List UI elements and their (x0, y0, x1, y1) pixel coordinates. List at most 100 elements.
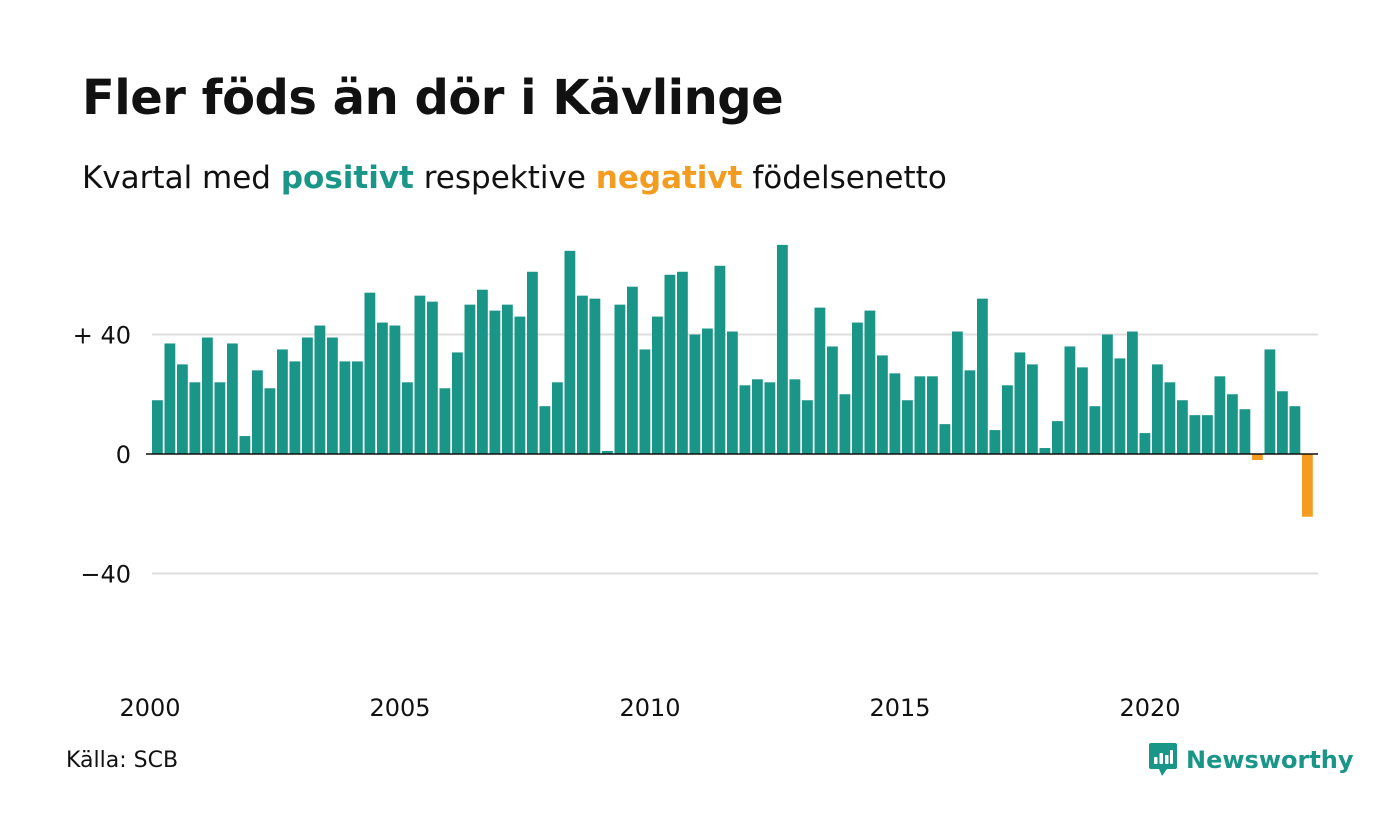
bar-positive (527, 271, 538, 454)
source-note: Källa: SCB (66, 748, 179, 773)
y-tick-label: + 40 (73, 322, 131, 350)
bar-positive (864, 310, 876, 454)
bar-positive (164, 343, 176, 454)
bar-positive (689, 334, 701, 454)
bar-positive (1264, 349, 1276, 454)
bar-positive (427, 301, 438, 454)
chart-subtitle: Kvartal med positivt respektive negativt… (82, 160, 947, 196)
bar-positive (389, 325, 401, 454)
x-tick-label: 2005 (369, 694, 430, 722)
bar-negative (1252, 454, 1263, 460)
bar-positive (1164, 382, 1176, 454)
bar-positive (752, 379, 763, 454)
bar-positive (1102, 334, 1113, 454)
y-tick-label: 0 (116, 441, 131, 469)
brand-logo: Newsworthy (1148, 742, 1354, 778)
bar-positive (964, 370, 976, 454)
bar-positive (352, 361, 363, 454)
bar-positive (614, 304, 626, 455)
newsworthy-logo-icon (1149, 743, 1177, 776)
bar-positive (789, 379, 801, 454)
bar-positive (564, 250, 576, 454)
bar-positive (639, 349, 651, 454)
subtitle-middle: respektive (413, 160, 596, 196)
bar-positive (1277, 391, 1288, 454)
chart-title: Fler föds än dör i Kävlinge (82, 70, 784, 126)
bar-positive (514, 316, 526, 454)
x-tick-label: 2020 (1119, 694, 1180, 722)
bar-positive (177, 364, 188, 455)
bar-positive (1039, 448, 1051, 454)
bar-positive (889, 373, 901, 454)
bar-positive (602, 451, 613, 454)
bars (152, 244, 1313, 517)
bar-positive (727, 331, 738, 454)
subtitle-negative-word: negativt (595, 160, 743, 196)
subtitle-suffix: födelsenetto (742, 160, 947, 196)
bar-positive (627, 286, 638, 454)
bar-positive (227, 343, 238, 454)
bar-positive (914, 376, 926, 454)
bar-positive (327, 337, 338, 454)
bar-positive (877, 355, 888, 454)
bar-positive (214, 382, 226, 454)
bar-positive (1027, 364, 1038, 455)
bar-positive (1177, 400, 1188, 454)
bar-positive (1227, 394, 1238, 454)
subtitle-positive-word: positivt (280, 160, 414, 196)
bar-positive (414, 295, 426, 454)
bar-positive (489, 310, 501, 454)
bar-positive (652, 316, 663, 454)
bar-positive (402, 382, 413, 454)
bar-positive (839, 394, 851, 454)
bar-positive (764, 382, 776, 454)
bar-positive (377, 322, 388, 454)
bar-positive (902, 400, 913, 454)
bar-positive (452, 352, 463, 454)
bar-positive (339, 361, 351, 454)
bar-positive (277, 349, 288, 454)
bar-positive (439, 388, 451, 454)
bar-positive (1189, 415, 1201, 454)
bar-positive (502, 304, 513, 455)
bar-positive (1014, 352, 1026, 454)
bar-positive (989, 430, 1001, 454)
x-tick-label: 2000 (119, 694, 180, 722)
bar-positive (264, 388, 276, 454)
bar-positive (927, 376, 938, 454)
bar-positive (1239, 409, 1251, 454)
bar-positive (1064, 346, 1076, 454)
bar-positive (952, 331, 963, 454)
bar-positive (827, 346, 838, 454)
bar-positive (1289, 406, 1301, 454)
bar-positive (577, 295, 588, 454)
bar-positive (777, 244, 788, 455)
brand-name: Newsworthy (1186, 746, 1354, 774)
bar-positive (677, 271, 688, 454)
bar-positive (1052, 421, 1063, 454)
bar-positive (1127, 331, 1138, 454)
bar-positive (1077, 367, 1088, 454)
bar-positive (1214, 376, 1226, 454)
bar-positive (539, 406, 551, 454)
bar-positive (252, 370, 263, 454)
bar-positive (364, 292, 376, 454)
bar-positive (1202, 415, 1213, 454)
bar-positive (1089, 406, 1101, 454)
bar-positive (814, 307, 826, 454)
bar-positive (739, 385, 751, 454)
tick-labels: + 40 0 −40 2000 2005 2010 2015 2020 (73, 322, 1181, 723)
y-tick-label: −40 (80, 561, 131, 589)
subtitle-prefix: Kvartal med (82, 160, 281, 196)
bar-positive (977, 298, 988, 454)
x-tick-label: 2010 (619, 694, 680, 722)
bar-positive (1139, 433, 1151, 454)
bar-positive (239, 436, 251, 454)
bar-positive (552, 382, 563, 454)
bar-positive (1002, 385, 1013, 454)
bar-positive (702, 328, 713, 454)
bar-positive (1152, 364, 1163, 455)
bar-positive (589, 298, 601, 454)
bar-positive (714, 265, 726, 454)
bar-positive (314, 325, 326, 454)
